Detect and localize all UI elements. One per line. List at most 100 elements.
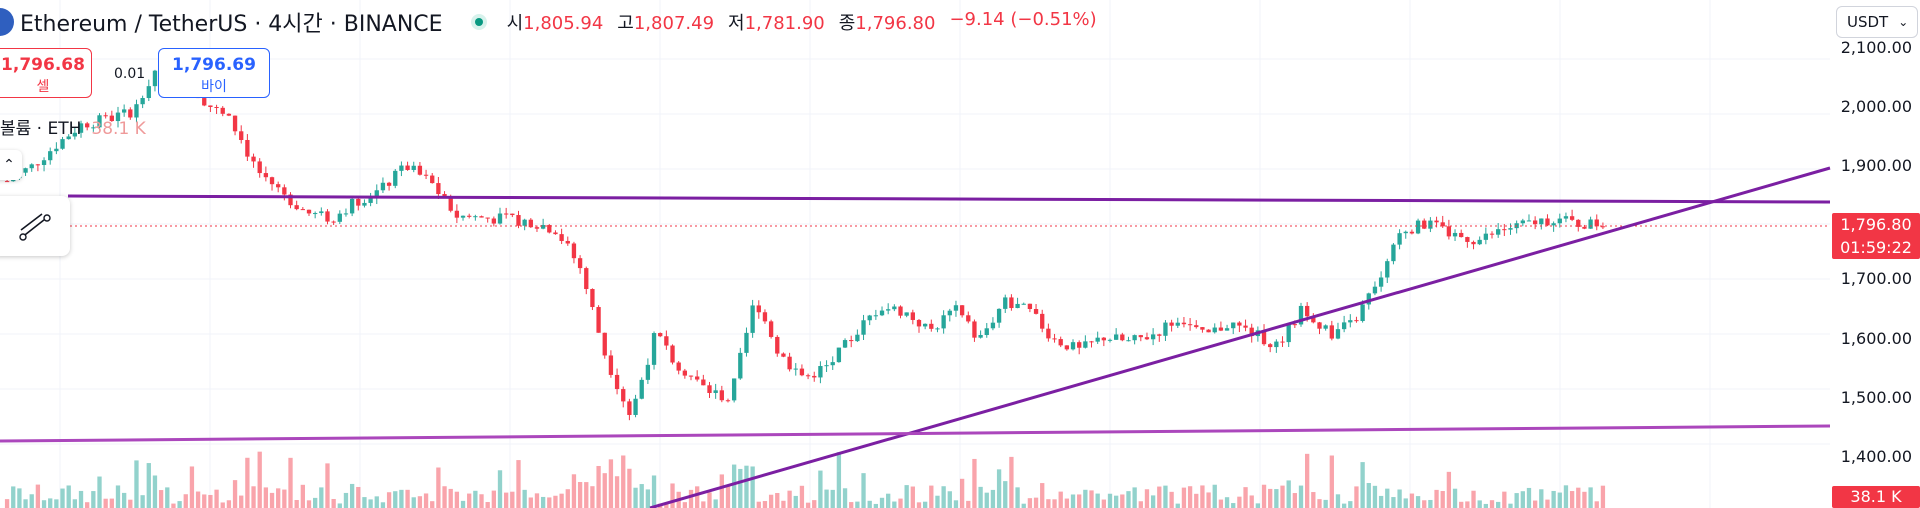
- candle-body: [719, 390, 724, 401]
- volume-bar: [11, 486, 16, 508]
- volume-bar: [738, 468, 743, 508]
- candle-body: [1409, 231, 1415, 234]
- candle-body: [1391, 244, 1396, 262]
- volume-bar: [701, 501, 706, 508]
- price-axis-tick: 2,000.00: [1840, 97, 1912, 116]
- volume-bar: [17, 488, 22, 508]
- candle-body: [72, 132, 78, 137]
- volume-bar: [547, 497, 552, 508]
- symbol-title[interactable]: Ethereum / TetherUS · 4시간 · BINANCE: [20, 12, 443, 37]
- price-axis-tick: 1,600.00: [1840, 329, 1912, 348]
- volume-bar: [491, 490, 496, 508]
- candle-body: [818, 366, 823, 378]
- volume-legend[interactable]: 볼륨 · ETH 38.1 K: [0, 114, 146, 139]
- candle-body: [54, 148, 59, 152]
- candle-body: [368, 197, 373, 203]
- candle-body: [1502, 229, 1507, 231]
- volume-bar: [195, 491, 201, 508]
- ohlc-legend: 시1,805.94 고1,807.49 저1,781.90 종1,796.80 …: [507, 9, 1097, 35]
- ohlc-close: 종1,796.80: [838, 13, 936, 34]
- volume-bar: [48, 498, 53, 508]
- candle-body: [842, 340, 848, 348]
- volume-bar: [1582, 491, 1587, 508]
- candle-body: [473, 216, 478, 218]
- volume-bar: [756, 501, 761, 508]
- candle-body: [1366, 293, 1371, 305]
- volume-bar: [1040, 483, 1045, 508]
- candle-body: [1157, 334, 1162, 336]
- volume-bar: [1360, 462, 1365, 508]
- volume-bar: [1157, 486, 1162, 508]
- volume-bar: [1576, 487, 1581, 508]
- sell-button[interactable]: 1,796.68 셀: [0, 48, 92, 98]
- candle-body: [935, 328, 940, 330]
- candle-body: [990, 322, 996, 329]
- volume-bar: [399, 489, 404, 508]
- volume-bar: [1397, 489, 1402, 508]
- candle-body: [1052, 338, 1057, 340]
- volume-bar: [1502, 491, 1507, 508]
- candle-body: [676, 362, 681, 371]
- volume-bar: [664, 503, 669, 508]
- volume-bar: [590, 486, 595, 508]
- volume-bar: [1514, 493, 1519, 508]
- candle-body: [319, 211, 324, 214]
- candle-body: [1181, 322, 1187, 325]
- candle-body: [639, 379, 644, 399]
- volume-bar: [1089, 490, 1094, 508]
- candle-body: [750, 305, 755, 333]
- ohlc-change: −9.14 (−0.51%): [949, 9, 1097, 30]
- candle-body: [910, 312, 915, 320]
- volume-bar: [879, 497, 885, 508]
- candle-body: [1150, 334, 1156, 340]
- candle-body: [1428, 220, 1433, 229]
- candle-body: [1483, 233, 1489, 240]
- candle-body: [559, 234, 564, 241]
- candle-body: [257, 161, 262, 174]
- volume-bar: [356, 486, 361, 508]
- sell-label: 셀: [36, 79, 50, 95]
- volume-bar: [158, 490, 164, 508]
- volume-bar: [442, 486, 447, 508]
- candle-body: [467, 215, 472, 217]
- volume-bar: [824, 489, 829, 508]
- volume-bar: [1415, 496, 1421, 508]
- candle-body: [128, 109, 133, 118]
- volume-bar: [1212, 484, 1217, 508]
- candle-body: [1009, 297, 1014, 309]
- candle-body: [356, 198, 361, 206]
- candle-body: [349, 198, 355, 214]
- volume-bar: [183, 494, 188, 508]
- chevron-up-icon[interactable]: ⌃: [0, 150, 22, 180]
- volume-bar: [614, 476, 620, 508]
- volume-bar: [189, 466, 195, 508]
- volume-bar: [781, 500, 786, 508]
- candle-body: [1335, 329, 1341, 339]
- candle-body: [1280, 341, 1285, 343]
- price-axis-tick: 1,500.00: [1840, 388, 1912, 407]
- volume-bar: [1305, 453, 1310, 508]
- candle-body: [1539, 218, 1544, 225]
- volume-bar: [497, 470, 503, 508]
- buy-button[interactable]: 1,796.69 바이: [158, 48, 270, 98]
- candle-body: [1477, 239, 1482, 245]
- volume-bar: [1107, 493, 1113, 508]
- candle-body: [343, 213, 349, 215]
- volume-bar: [1496, 501, 1501, 508]
- candle-body: [651, 333, 657, 365]
- candle-body: [1064, 345, 1070, 350]
- candle-body: [972, 321, 977, 338]
- candle-body: [621, 389, 626, 402]
- volume-bar: [1409, 493, 1415, 508]
- volume-bar: [1206, 492, 1211, 508]
- candle-body: [226, 113, 232, 116]
- currency-select[interactable]: USDT ⌄: [1836, 6, 1918, 38]
- volume-bar: [306, 500, 312, 508]
- sell-price: 1,796.68: [1, 55, 85, 75]
- volume-bar: [1218, 499, 1224, 508]
- drawing-tools-button[interactable]: [0, 196, 70, 256]
- candle-body: [966, 315, 971, 322]
- candle-body: [1218, 327, 1224, 331]
- volume-bar: [849, 502, 854, 508]
